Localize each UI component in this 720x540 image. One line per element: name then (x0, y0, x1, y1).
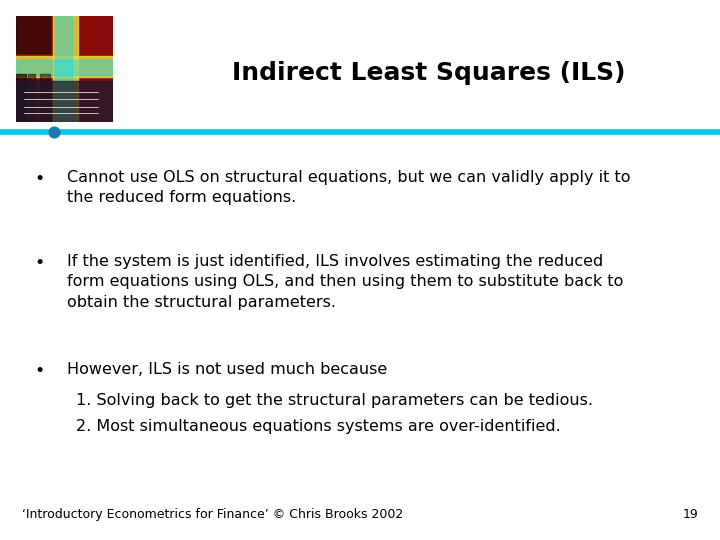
Bar (16, 82, 113, 122)
Text: Indirect Least Squares (ILS): Indirect Least Squares (ILS) (232, 61, 625, 85)
Text: •: • (35, 254, 45, 272)
Text: 1. Solving back to get the structural parameters can be tedious.: 1. Solving back to get the structural pa… (76, 393, 593, 408)
Text: 2. Most simultaneous equations systems are over-identified.: 2. Most simultaneous equations systems a… (76, 418, 560, 434)
Text: •: • (35, 362, 45, 380)
Bar (53, 16, 78, 122)
Bar (16, 56, 113, 77)
Text: Cannot use OLS on structural equations, but we can validly apply it to
the reduc: Cannot use OLS on structural equations, … (67, 170, 631, 206)
Bar (55, 16, 72, 122)
Bar (16, 16, 50, 53)
Point (48, 128, 60, 137)
Text: ‘Introductory Econometrics for Finance’ © Chris Brooks 2002: ‘Introductory Econometrics for Finance’ … (22, 508, 403, 521)
Text: 19: 19 (683, 508, 698, 521)
Text: However, ILS is not used much because: However, ILS is not used much because (67, 362, 387, 377)
Bar (16, 74, 26, 122)
Bar (27, 74, 35, 122)
Text: •: • (35, 170, 45, 188)
Text: If the system is just identified, ILS involves estimating the reduced
form equat: If the system is just identified, ILS in… (67, 254, 624, 309)
Bar (40, 74, 50, 122)
Bar (16, 60, 113, 75)
